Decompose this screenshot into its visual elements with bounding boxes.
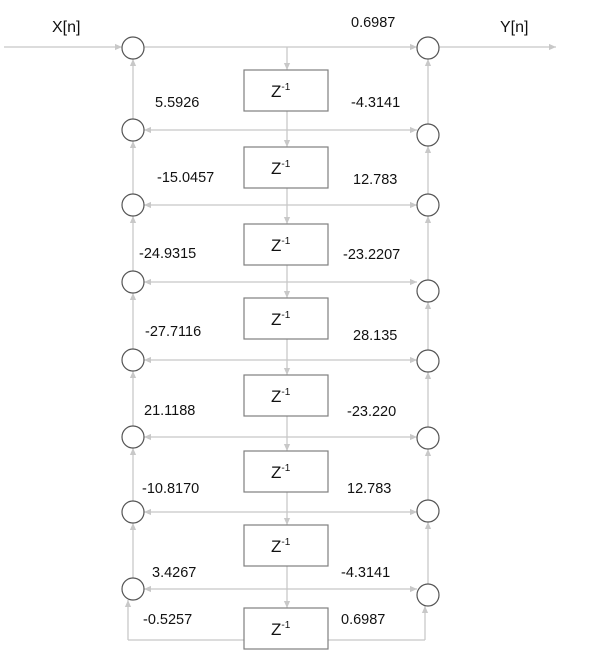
feedforward-coeff-6: 12.783 [347, 481, 391, 497]
feedback-coeff-4: 21.1188 [144, 403, 195, 419]
delay-box-7 [243, 607, 329, 650]
delay-elements: Z-1 Z-1 Z-1 Z-1 Z-1 Z-1 Z-1 Z-1 [243, 69, 329, 650]
delay-box-3 [243, 297, 329, 340]
right-adder-node [416, 499, 440, 523]
signal-wires [4, 43, 556, 649]
left-adder-node [121, 118, 145, 142]
right-adder-node [416, 349, 440, 373]
left-adder-node [121, 577, 145, 601]
output-label: Y[n] [500, 19, 528, 36]
right-adder-node [416, 36, 440, 60]
feedback-coeff-3: -27.7116 [145, 324, 201, 340]
input-label: X[n] [52, 19, 80, 36]
delay-label-4: Z-1 [271, 387, 291, 406]
feedforward-coeff-5: -23.220 [347, 404, 396, 420]
left-adder-node [121, 36, 145, 60]
delay-box-5 [243, 450, 329, 493]
delay-box-2 [243, 223, 329, 266]
right-adder-node [416, 279, 440, 303]
feedback-coeff-6: 3.4267 [152, 565, 196, 581]
right-adder-node [416, 193, 440, 217]
feedforward-coeff-1: -4.3141 [351, 95, 400, 111]
feedback-coeff-1: -15.0457 [157, 170, 214, 186]
left-adder-node [121, 348, 145, 372]
delay-label-0: Z-1 [271, 82, 291, 101]
left-adder-node [121, 500, 145, 524]
delay-box-6 [243, 524, 329, 567]
left-adder-node [121, 425, 145, 449]
feedforward-coeff-7: -4.3141 [341, 565, 390, 581]
feedforward-coeff-8: 0.6987 [341, 612, 385, 628]
feedback-coeff-0: 5.5926 [155, 95, 199, 111]
feedback-coeff-5: -10.8170 [142, 481, 199, 497]
right-adder-node [416, 123, 440, 147]
feedback-coeff-7: -0.5257 [143, 612, 192, 628]
feedforward-coeff-4: 28.135 [353, 328, 397, 344]
delay-label-2: Z-1 [271, 236, 291, 255]
delay-label-7: Z-1 [271, 620, 291, 639]
delay-label-6: Z-1 [271, 537, 291, 556]
coefficient-labels: 0.6987 -4.3141 12.783 -23.2207 28.135 -2… [139, 15, 400, 628]
delay-box-0 [243, 69, 329, 112]
right-adder-node [416, 583, 440, 607]
adder-nodes [121, 36, 440, 607]
delay-box-4 [243, 374, 329, 417]
delay-label-5: Z-1 [271, 463, 291, 482]
left-adder-node [121, 193, 145, 217]
feedback-coeff-2: -24.9315 [139, 246, 196, 262]
delay-label-1: Z-1 [271, 159, 291, 178]
right-adder-node [416, 426, 440, 450]
feedforward-coeff-0: 0.6987 [351, 15, 395, 31]
delay-box-1 [243, 146, 329, 189]
feedforward-coeff-2: 12.783 [353, 172, 397, 188]
left-adder-node [121, 270, 145, 294]
feedforward-coeff-3: -23.2207 [343, 247, 400, 263]
delay-label-3: Z-1 [271, 310, 291, 329]
